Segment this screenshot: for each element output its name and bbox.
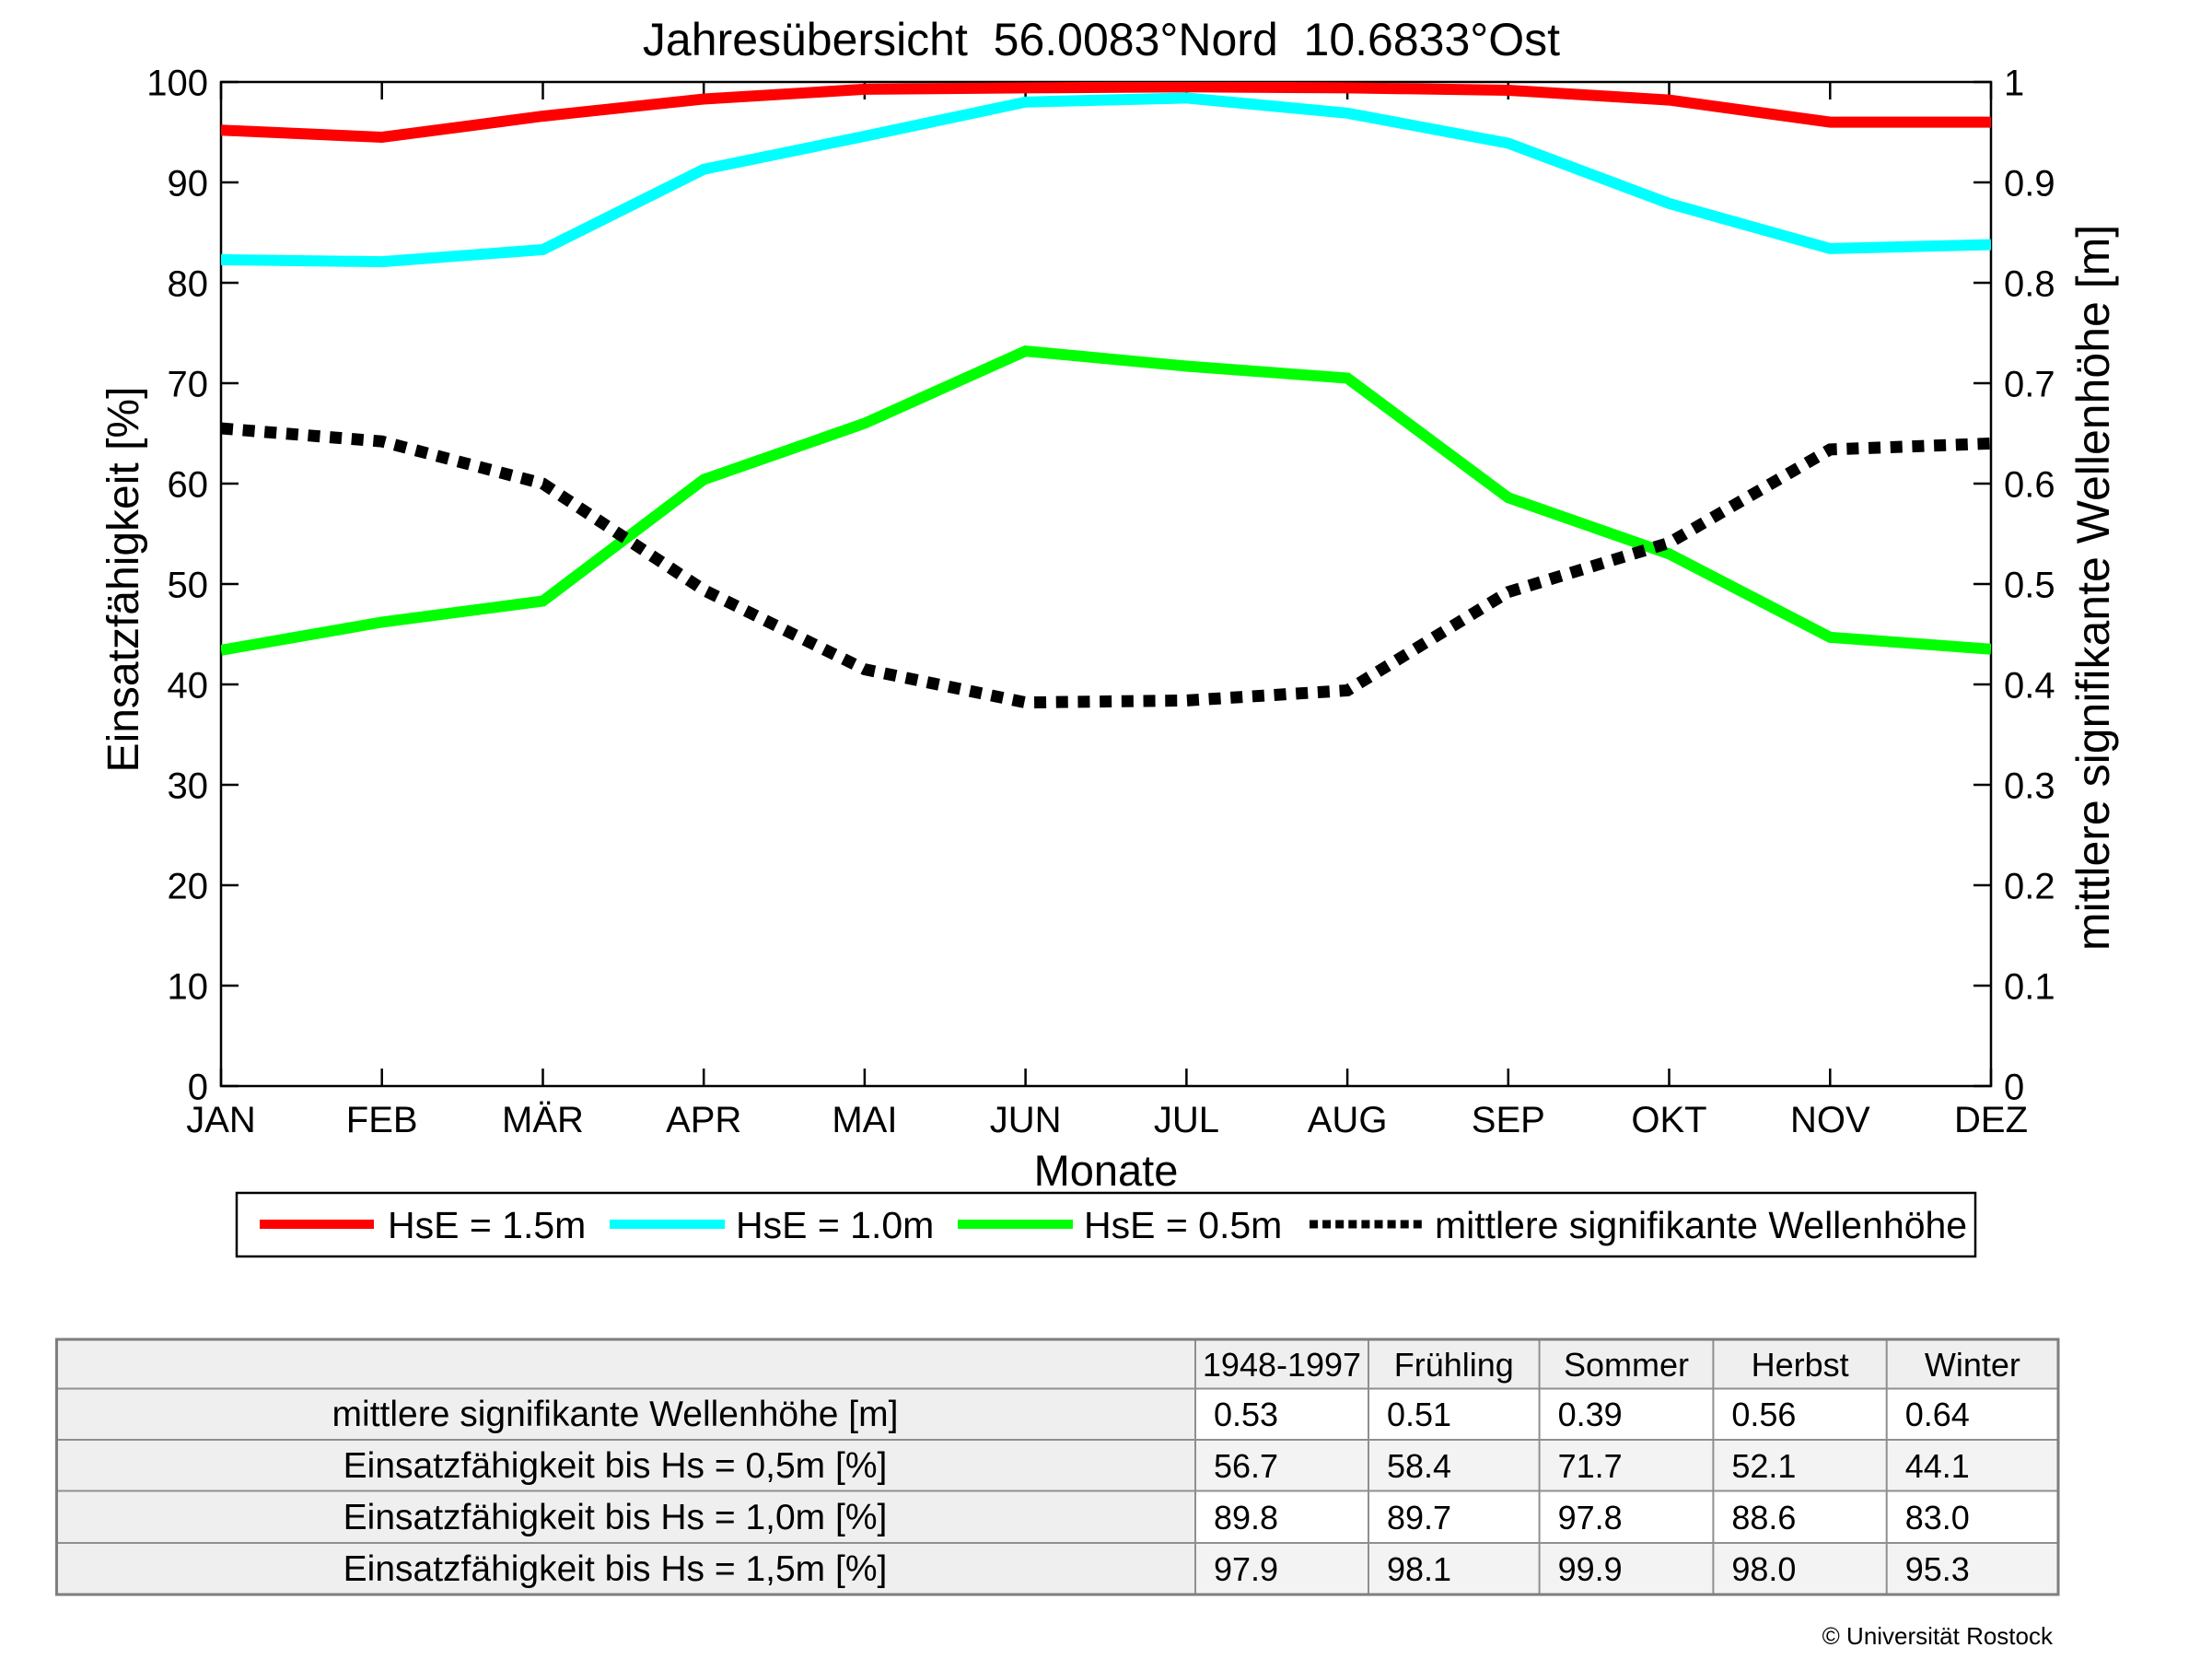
svg-text:0: 0 <box>188 1068 208 1108</box>
svg-text:JAN: JAN <box>186 1100 256 1140</box>
svg-text:Einsatzfähigkeit bis Hs = 1,0m: Einsatzfähigkeit bis Hs = 1,0m [%] <box>343 1498 888 1537</box>
svg-text:FEB: FEB <box>346 1100 418 1140</box>
svg-text:100: 100 <box>146 64 208 104</box>
svg-text:SEP: SEP <box>1472 1100 1545 1140</box>
svg-text:0.2: 0.2 <box>2004 867 2055 907</box>
svg-text:44.1: 44.1 <box>1905 1447 1970 1485</box>
svg-text:0.53: 0.53 <box>1214 1396 1278 1433</box>
svg-text:mittlere signifikante Wellenhö: mittlere signifikante Wellenhöhe [m] <box>332 1395 899 1434</box>
svg-text:NOV: NOV <box>1790 1100 1870 1140</box>
svg-text:40: 40 <box>168 666 209 707</box>
svg-text:1: 1 <box>2004 64 2024 104</box>
svg-text:0.1: 0.1 <box>2004 967 2055 1008</box>
svg-text:Einsatzfähigkeit bis Hs = 0,5m: Einsatzfähigkeit bis Hs = 0,5m [%] <box>343 1446 888 1486</box>
svg-text:Sommer: Sommer <box>1564 1346 1689 1384</box>
svg-text:1948-1997: 1948-1997 <box>1203 1346 1361 1384</box>
svg-text:Jahresübersicht 56.0083°Nord: Jahresübersicht 56.0083°Nord 10.6833°Ost <box>643 14 1560 65</box>
svg-text:HsE = 1.0m: HsE = 1.0m <box>736 1204 934 1246</box>
svg-text:Einsatzfähigkeit [%]: Einsatzfähigkeit [%] <box>99 387 148 773</box>
svg-text:0: 0 <box>2004 1068 2024 1108</box>
svg-text:60: 60 <box>168 465 209 506</box>
svg-text:DEZ: DEZ <box>1954 1100 2028 1140</box>
svg-text:52.1: 52.1 <box>1731 1447 1796 1485</box>
svg-text:0.4: 0.4 <box>2004 666 2055 707</box>
svg-text:30: 30 <box>168 766 209 807</box>
svg-text:© Universität Rostock: © Universität Rostock <box>1822 1622 2054 1650</box>
svg-text:Herbst: Herbst <box>1752 1346 1849 1384</box>
svg-text:70: 70 <box>168 365 209 405</box>
svg-text:88.6: 88.6 <box>1731 1499 1796 1536</box>
svg-text:0.56: 0.56 <box>1731 1396 1796 1433</box>
svg-text:0.64: 0.64 <box>1905 1396 1970 1433</box>
svg-text:20: 20 <box>168 867 209 907</box>
svg-text:97.8: 97.8 <box>1558 1499 1623 1536</box>
svg-text:AUG: AUG <box>1308 1100 1388 1140</box>
svg-text:99.9: 99.9 <box>1558 1550 1623 1588</box>
svg-text:Winter: Winter <box>1925 1346 2020 1384</box>
svg-text:Frühling: Frühling <box>1394 1346 1514 1384</box>
svg-text:APR: APR <box>666 1100 741 1140</box>
svg-text:JUN: JUN <box>990 1100 1062 1140</box>
svg-text:0.8: 0.8 <box>2004 264 2055 305</box>
svg-text:MAI: MAI <box>832 1100 897 1140</box>
svg-text:0.5: 0.5 <box>2004 566 2055 606</box>
svg-text:0.51: 0.51 <box>1387 1396 1451 1433</box>
svg-text:0.6: 0.6 <box>2004 465 2055 506</box>
svg-text:0.3: 0.3 <box>2004 766 2055 807</box>
svg-text:mittlere signifikante Wellenhö: mittlere signifikante Wellenhöhe <box>1435 1204 1967 1246</box>
svg-text:71.7: 71.7 <box>1558 1447 1623 1485</box>
svg-text:mittlere signifikante Wellenhö: mittlere signifikante Wellenhöhe [m] <box>2067 225 2119 951</box>
svg-text:97.9: 97.9 <box>1214 1550 1278 1588</box>
svg-text:Einsatzfähigkeit bis Hs = 1,5m: Einsatzfähigkeit bis Hs = 1,5m [%] <box>343 1549 888 1589</box>
svg-text:98.1: 98.1 <box>1387 1550 1451 1588</box>
svg-text:89.8: 89.8 <box>1214 1499 1278 1536</box>
svg-text:Monate: Monate <box>1034 1146 1179 1195</box>
svg-text:80: 80 <box>168 264 209 305</box>
svg-text:83.0: 83.0 <box>1905 1499 1970 1536</box>
svg-text:90: 90 <box>168 164 209 204</box>
svg-text:56.7: 56.7 <box>1214 1447 1278 1485</box>
svg-text:HsE = 0.5m: HsE = 0.5m <box>1084 1204 1282 1246</box>
svg-text:OKT: OKT <box>1631 1100 1706 1140</box>
svg-text:98.0: 98.0 <box>1731 1550 1796 1588</box>
svg-text:MÄR: MÄR <box>502 1100 584 1140</box>
svg-text:0.39: 0.39 <box>1558 1396 1623 1433</box>
svg-text:0.9: 0.9 <box>2004 164 2055 204</box>
svg-text:50: 50 <box>168 566 209 606</box>
svg-text:89.7: 89.7 <box>1387 1499 1451 1536</box>
svg-text:JUL: JUL <box>1154 1100 1219 1140</box>
svg-text:95.3: 95.3 <box>1905 1550 1970 1588</box>
svg-text:58.4: 58.4 <box>1387 1447 1451 1485</box>
svg-text:HsE = 1.5m: HsE = 1.5m <box>388 1204 586 1246</box>
svg-text:10: 10 <box>168 967 209 1008</box>
svg-text:0.7: 0.7 <box>2004 365 2055 405</box>
